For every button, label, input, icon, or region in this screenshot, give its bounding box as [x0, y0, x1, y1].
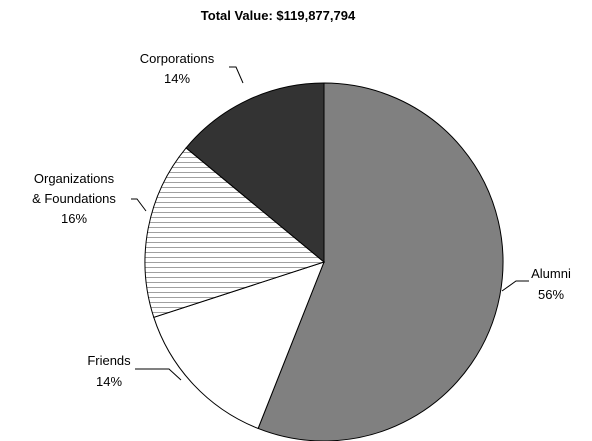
slice-labels: Alumni 56% Friends 14% Organizations & Founda… [32, 51, 571, 389]
pie-slice-alumni [257, 82, 504, 441]
leader-lines [131, 66, 529, 381]
pie-slice-corporations [185, 82, 325, 264]
slice-label-friends: Friends [87, 353, 131, 368]
slice-percent-alumni: 56% [538, 287, 564, 302]
leader-line-corporations [229, 66, 244, 84]
slice-percent-organizations-and-foundations: 16% [61, 211, 87, 226]
slice-percent-corporations: 14% [164, 71, 190, 86]
slice-label-alumni: Alumni [531, 266, 571, 281]
pie-slices [144, 82, 504, 441]
leader-line-alumni [501, 280, 529, 292]
slice-percent-friends: 14% [96, 374, 122, 389]
leader-line-organizations-and-foundations [131, 198, 147, 212]
slice-label-organizations-and-foundations-line-2: & Foundations [32, 191, 116, 206]
leader-line-friends [135, 368, 182, 381]
chart-title: Total Value: $119,877,794 [201, 8, 356, 23]
slice-label-organizations-and-foundations-line-1: Organizations [34, 171, 115, 186]
slice-label-corporations: Corporations [140, 51, 215, 66]
pie-slice-organizations-and-foundations [144, 147, 326, 318]
